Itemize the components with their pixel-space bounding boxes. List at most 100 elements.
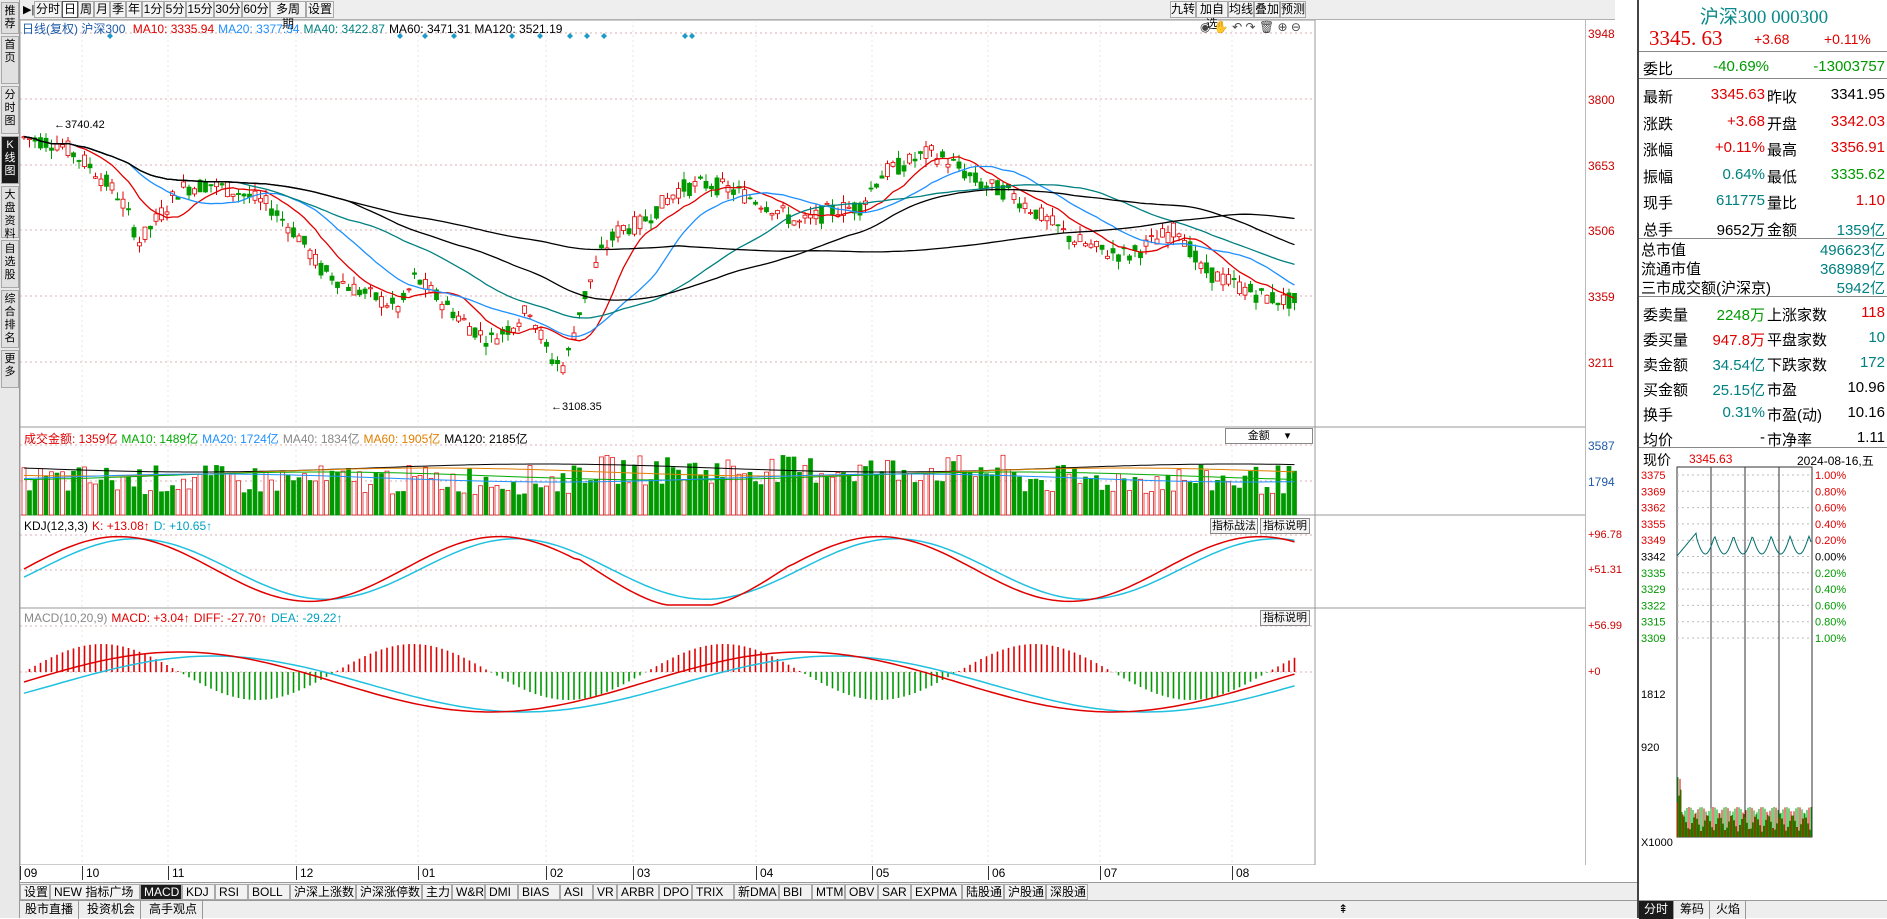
period-button[interactable]: 30分 — [214, 1, 242, 18]
indicator-tab[interactable]: TRIX — [692, 884, 734, 900]
legend-prefix: 日线(复权) — [22, 22, 78, 36]
volume-bar — [439, 488, 445, 516]
period-button[interactable]: 周 — [78, 1, 94, 18]
indicator-tab[interactable]: NEW 指标广场 — [50, 884, 140, 900]
volume-bar — [104, 467, 109, 516]
indicator-tab[interactable]: 陆股通 — [962, 884, 1004, 900]
volume-bar — [82, 466, 87, 516]
indicator-tab[interactable]: 深股通 — [1046, 884, 1088, 900]
indicator-tab[interactable]: 新DMA — [734, 884, 779, 900]
candle-body — [857, 202, 863, 216]
candle-body — [329, 275, 335, 281]
toolbar-button[interactable]: 九转 — [1170, 1, 1196, 18]
indicator-tab[interactable]: MACD — [140, 884, 182, 900]
left-nav-item[interactable]: 推荐 — [1, 2, 19, 34]
indicator-tab[interactable]: BOLL — [248, 884, 290, 900]
period-button[interactable]: 分时 — [34, 1, 62, 18]
indicator-tab[interactable]: OBV — [845, 884, 878, 900]
left-nav-item[interactable]: 分时图 — [1, 86, 19, 134]
mini-tab[interactable]: 火焰 — [1711, 901, 1747, 919]
candle-body — [929, 145, 934, 151]
candle-body — [720, 178, 725, 183]
indicator-tab[interactable]: 沪深涨停数 — [356, 884, 422, 900]
period-button[interactable]: 日 — [62, 1, 78, 18]
volume-bar — [1198, 464, 1204, 516]
indicator-tab[interactable]: ASI — [560, 884, 593, 900]
toolbar-button[interactable]: 均线 — [1228, 1, 1254, 18]
indicator-tab[interactable]: 沪股通 — [1004, 884, 1046, 900]
chevron-down-icon: ▾ — [1284, 430, 1291, 442]
indicator-tab[interactable]: MTM — [812, 884, 845, 900]
period-button[interactable]: 季 — [110, 1, 126, 18]
indicator-tab[interactable]: ARBR — [617, 884, 659, 900]
left-nav-item[interactable]: K线图 — [1, 136, 19, 184]
intraday-mini-chart[interactable]: 3375 1.00% 3369 0.80% 3362 0.60% 3355 0.40% 3349… — [1639, 465, 1887, 900]
volume-bar — [885, 460, 890, 516]
undo-icon[interactable]: ↶ — [1232, 20, 1243, 34]
mini-tab[interactable]: 筹码 — [1675, 901, 1711, 919]
period-button[interactable]: 15分 — [186, 1, 214, 18]
delete-icon[interactable]: 🗑 — [1258, 20, 1275, 34]
volume-bar — [978, 467, 984, 516]
indicator-tab[interactable]: BIAS — [518, 884, 560, 900]
candle-body — [989, 179, 995, 184]
redo-icon[interactable]: ↷ — [1245, 20, 1256, 34]
play-arrow-icon[interactable]: ▶| — [23, 4, 35, 16]
toolbar-button[interactable]: 加自选 — [1196, 1, 1228, 31]
bottom-tab[interactable]: 股市直播 — [20, 901, 80, 919]
left-nav-item[interactable]: 自选股 — [1, 240, 19, 288]
volume-bar — [747, 471, 753, 516]
zoom-in-icon[interactable]: ⊕ — [1277, 20, 1288, 34]
kline-chart[interactable] — [20, 20, 1585, 865]
chart-toolbar: ◉ ✋ ↶ ↷ 🗑 ⊕ ⊖ — [1200, 20, 1301, 34]
eye-icon[interactable]: ◉ — [1200, 20, 1211, 34]
indicator-tab[interactable]: DMI — [485, 884, 518, 900]
period-button[interactable]: 5分 — [164, 1, 186, 18]
left-nav-item[interactable]: 首页 — [1, 36, 19, 84]
quote-label: 总手 — [1643, 221, 1674, 239]
bottom-tab[interactable]: 高手观点 — [144, 901, 204, 919]
indicator-tab[interactable]: SAR — [878, 884, 911, 900]
period-button[interactable]: 1分 — [142, 1, 164, 18]
volume-bar — [511, 481, 516, 516]
period-button[interactable]: 60分 — [242, 1, 270, 18]
left-nav-item[interactable]: 综合排名 — [1, 290, 19, 348]
bottom-tab[interactable]: 投资机会 — [82, 901, 142, 919]
indicator-tab[interactable]: 沪深上涨数 — [290, 884, 356, 900]
period-button[interactable]: 多周期 — [270, 1, 306, 31]
indicator-tab[interactable]: W&R — [452, 884, 485, 900]
volume-bar — [60, 471, 65, 516]
candle-body — [472, 327, 478, 338]
candle-body — [703, 180, 709, 189]
weibi-row: 委比 -40.69% -13003757 — [1643, 58, 1885, 78]
toolbar-button[interactable]: 叠加 — [1254, 1, 1280, 18]
left-nav-item[interactable]: 大盘资料 — [1, 186, 19, 240]
amount-selector[interactable]: 金额 ▾ — [1225, 428, 1313, 444]
period-button[interactable]: 月 — [94, 1, 110, 18]
indicator-strategy-button[interactable]: 指标战法 — [1210, 518, 1258, 534]
indicator-tab[interactable]: BBI — [779, 884, 812, 900]
mini-tab[interactable]: 分时 — [1639, 901, 1675, 919]
indicator-tab[interactable]: KDJ — [182, 884, 215, 900]
indicator-tab[interactable]: 设置 — [20, 884, 50, 900]
candle-body — [1264, 294, 1270, 304]
indicator-help-button[interactable]: 指标说明 — [1260, 518, 1310, 534]
hand-icon[interactable]: ✋ — [1213, 20, 1229, 34]
period-button[interactable]: 年 — [126, 1, 142, 18]
indicator-tab[interactable]: 主力 — [422, 884, 452, 900]
candle-body — [1198, 262, 1204, 269]
indicator-tab[interactable]: EXPMA — [911, 884, 962, 900]
candle-body — [71, 152, 76, 158]
candle-body — [852, 202, 857, 214]
period-button[interactable]: 设置 — [306, 1, 334, 18]
volume-bar — [54, 472, 60, 516]
scroll-top-icon[interactable]: ⇞ — [1338, 902, 1349, 916]
indicator-tab[interactable]: VR — [593, 884, 617, 900]
left-nav-item[interactable]: 更多 — [1, 350, 19, 388]
macd-help-button[interactable]: 指标说明 — [1260, 610, 1310, 626]
indicator-tab[interactable]: DPO — [659, 884, 692, 900]
zoom-out-icon[interactable]: ⊖ — [1290, 20, 1301, 34]
toolbar-button[interactable]: 预测 — [1280, 1, 1306, 18]
ma-line — [23, 135, 1295, 338]
indicator-tab[interactable]: RSI — [215, 884, 248, 900]
